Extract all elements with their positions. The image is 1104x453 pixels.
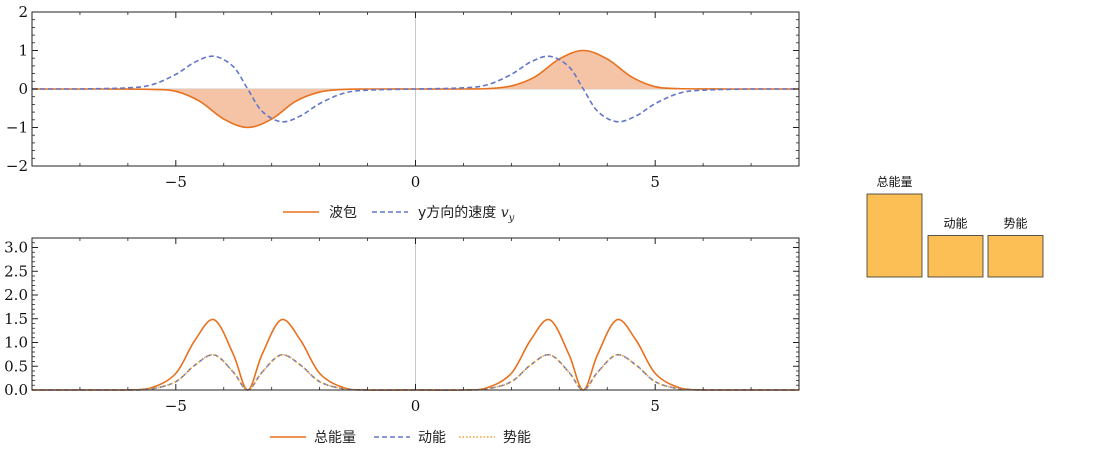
bar-label-1: 动能	[943, 217, 967, 231]
legend-label-kinetic-energy: 动能	[418, 430, 446, 446]
x-tick-label: 0	[411, 397, 421, 415]
wave-packet-legend: 波包 y方向的速度 vy	[283, 205, 515, 224]
bar-label-0: 总能量	[876, 175, 912, 189]
y-tick-label: 1	[18, 42, 28, 60]
legend-label-total-energy: 总能量	[314, 430, 356, 446]
y-tick-label: 0.0	[4, 381, 28, 399]
y-tick-label: 0.5	[4, 357, 28, 375]
series-line-1	[32, 55, 799, 123]
y-tick-label: 0	[18, 80, 28, 98]
legend-label-velocity: y方向的速度 vy	[418, 205, 515, 224]
energy-legend: 总能量 动能 势能	[270, 430, 531, 446]
y-tick-label: 1.5	[4, 310, 28, 328]
y-tick-label: 2.5	[4, 262, 28, 280]
x-tick-label: 5	[650, 173, 660, 191]
bar-2	[987, 235, 1044, 278]
legend-label-potential-energy: 势能	[503, 430, 531, 446]
x-tick-label: −5	[165, 173, 187, 191]
series-line-2	[32, 353, 799, 391]
x-tick-label: −5	[165, 397, 187, 415]
y-tick-label: 3.0	[4, 239, 28, 257]
x-tick-label: 0	[411, 173, 421, 191]
y-tick-label: −1	[6, 119, 28, 137]
legend-label-wave-packet: 波包	[329, 205, 357, 221]
y-tick-label: 2	[18, 3, 28, 21]
bar-label-2: 势能	[1003, 217, 1027, 231]
energy-plot: −5 0 5 0.0 0.5 1.0 1.5 2.0 2.5 3.0	[4, 237, 800, 415]
y-tick-label: 2.0	[4, 286, 28, 304]
y-tick-label: −2	[6, 157, 28, 175]
bar-1	[927, 235, 984, 278]
y-tick-label: 1.0	[4, 334, 28, 352]
x-tick-label: 5	[650, 397, 660, 415]
bar-0	[866, 193, 923, 278]
wave-packet-plot: −5 0 5 −2 −1 0 1 2	[6, 3, 800, 191]
